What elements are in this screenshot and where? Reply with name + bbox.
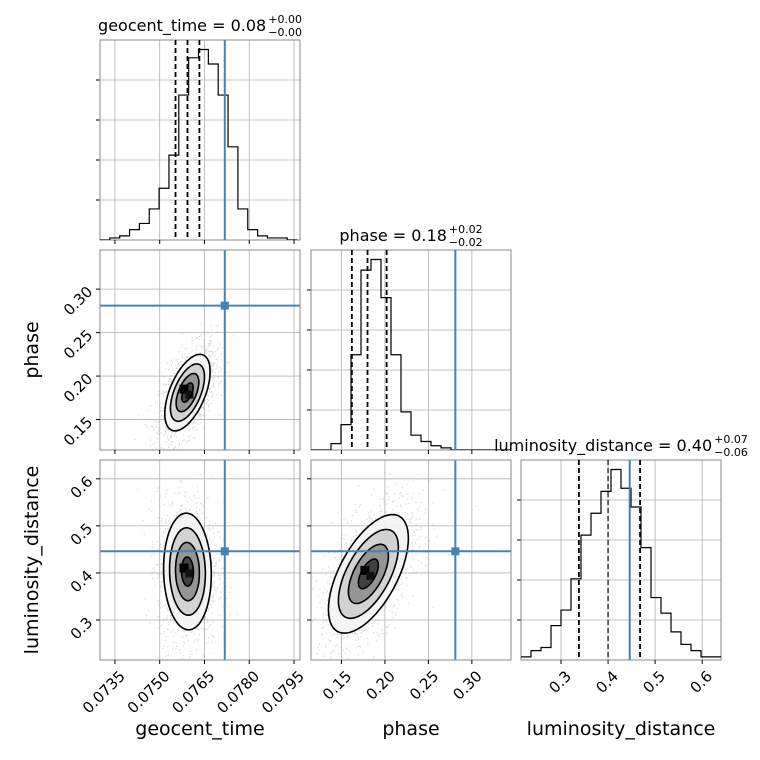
panel-frame (99, 249, 301, 451)
histogram-panel-geocent_time: geocent_time = 0.08 +0.00−0.00 (96, 13, 302, 244)
contour-line (162, 512, 213, 631)
x-tick-label: 0.25 (406, 667, 442, 703)
density-peak (366, 571, 375, 580)
density-panel-geocent_time-vs-phase (99, 249, 301, 451)
x-tick-label: 0.4 (592, 667, 622, 697)
x-tick-label: 0.6 (686, 667, 716, 697)
title-sup: +0.07 (714, 433, 748, 446)
title-sub: −0.06 (714, 446, 748, 459)
scatter-dots (137, 474, 238, 660)
panel-content (100, 250, 300, 450)
panel-frame (310, 459, 512, 661)
x-axis-label: phase (382, 718, 439, 740)
y-tick-label: 0.4 (67, 567, 97, 597)
y-axis-label: phase (21, 321, 43, 378)
truth-marker (220, 301, 229, 310)
density-peak (185, 390, 194, 399)
truth-marker (220, 547, 229, 556)
panel-frame (520, 459, 722, 661)
panel-frame (99, 459, 301, 661)
density-panel-geocent_time-vs-luminosity_distance (99, 459, 301, 661)
y-axis-label: luminosity_distance (21, 466, 43, 655)
density-panel-phase-vs-luminosity_distance (310, 459, 512, 661)
density-peak (185, 569, 194, 578)
truth-marker (451, 547, 460, 556)
title-sub: −0.02 (449, 236, 483, 249)
panel-title: phase = 0.18 +0.02−0.02 (339, 223, 482, 249)
panel-frame (310, 249, 512, 451)
title-main: phase = 0.18 (339, 226, 446, 245)
x-tick-label: 0.3 (545, 667, 575, 697)
contour-line (327, 513, 410, 634)
x-axis-label: luminosity_distance (527, 718, 716, 740)
density-peak (360, 565, 370, 575)
y-tick-label: 0.25 (60, 326, 96, 362)
title-main: geocent_time = 0.08 (98, 16, 266, 36)
title-sub: −0.00 (268, 26, 302, 39)
x-tick-label: 0.0750 (124, 667, 174, 717)
contour-line (181, 382, 194, 404)
contour-line (337, 528, 400, 620)
contour-line (163, 353, 211, 432)
contour-line (174, 541, 201, 602)
y-tick-label: 0.15 (60, 413, 96, 449)
x-tick-label: 0.0795 (258, 667, 308, 717)
panel-title: geocent_time = 0.08 +0.00−0.00 (98, 13, 302, 39)
histogram-panel-phase: phase = 0.18 +0.02−0.02 (307, 223, 512, 454)
panel-content (311, 460, 511, 660)
contour-line (168, 527, 207, 616)
title-sup: +0.00 (268, 13, 302, 26)
density-peak (179, 563, 189, 573)
contour-line (347, 543, 390, 605)
x-tick-label: 0.30 (449, 667, 485, 703)
y-tick-label: 0.30 (60, 283, 96, 319)
title-sup: +0.02 (449, 223, 483, 236)
y-tick-label: 0.20 (60, 370, 96, 406)
x-tick-label: 0.0765 (169, 667, 219, 717)
contour-line (180, 556, 195, 587)
x-tick-label: 0.5 (639, 667, 669, 697)
y-tick-label: 0.3 (67, 614, 97, 644)
contour-line (357, 558, 380, 590)
sample-points (137, 474, 238, 660)
x-axis-label: geocent_time (135, 718, 264, 740)
x-tick-label: 0.15 (319, 667, 355, 703)
contour-line (175, 372, 200, 413)
panel-content (100, 460, 300, 660)
contour-line (169, 363, 206, 423)
x-tick-label: 0.0735 (79, 667, 129, 717)
histogram-step (311, 258, 511, 450)
histogram-panel-luminosity_distance: luminosity_distance = 0.40 +0.07−0.06 (494, 433, 748, 664)
title-main: luminosity_distance = 0.40 (494, 436, 712, 456)
x-tick-label: 0.20 (362, 667, 398, 703)
x-tick-label: 0.0780 (213, 667, 263, 717)
y-tick-label: 0.6 (67, 472, 97, 502)
panel-title: luminosity_distance = 0.40 +0.07−0.06 (494, 433, 748, 459)
histogram-step (521, 468, 721, 658)
y-tick-label: 0.5 (67, 520, 97, 550)
